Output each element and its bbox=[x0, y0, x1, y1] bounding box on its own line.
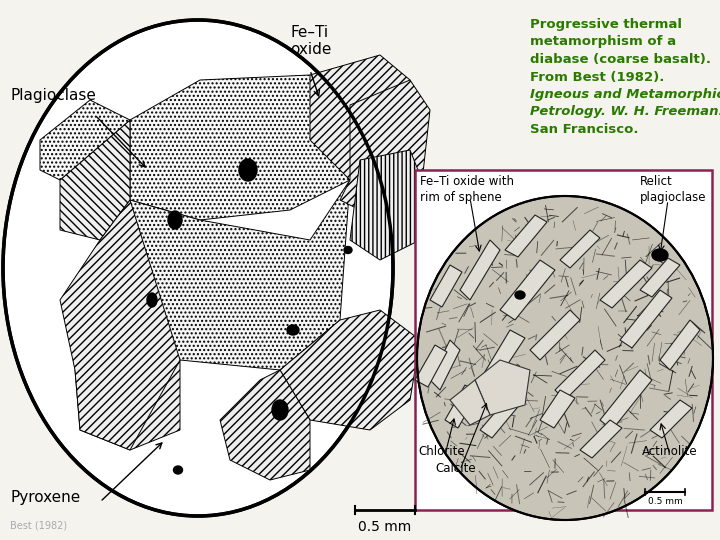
Polygon shape bbox=[640, 258, 680, 297]
Text: metamorphism of a: metamorphism of a bbox=[530, 36, 676, 49]
Ellipse shape bbox=[515, 291, 525, 299]
Polygon shape bbox=[280, 310, 420, 430]
Ellipse shape bbox=[287, 325, 299, 335]
Polygon shape bbox=[480, 330, 525, 388]
Polygon shape bbox=[500, 260, 555, 320]
Text: Igneous and Metamorphic: Igneous and Metamorphic bbox=[530, 88, 720, 101]
Polygon shape bbox=[555, 350, 605, 400]
Ellipse shape bbox=[652, 249, 668, 261]
Text: Chlorite: Chlorite bbox=[418, 445, 464, 458]
Polygon shape bbox=[620, 290, 672, 348]
Text: Calcite: Calcite bbox=[435, 462, 476, 475]
Text: From Best (1982).: From Best (1982). bbox=[530, 71, 665, 84]
Polygon shape bbox=[310, 55, 410, 180]
Ellipse shape bbox=[344, 246, 352, 253]
Polygon shape bbox=[430, 340, 460, 390]
Polygon shape bbox=[600, 260, 652, 308]
Polygon shape bbox=[450, 380, 490, 425]
Polygon shape bbox=[650, 400, 692, 438]
Text: San Francisco.: San Francisco. bbox=[530, 123, 639, 136]
Polygon shape bbox=[220, 370, 310, 480]
Polygon shape bbox=[110, 180, 350, 370]
Text: Progressive thermal: Progressive thermal bbox=[530, 18, 682, 31]
Polygon shape bbox=[130, 75, 360, 220]
Polygon shape bbox=[560, 230, 600, 268]
Bar bbox=[415, 170, 712, 510]
Polygon shape bbox=[40, 100, 130, 180]
Text: Relict
plagioclase: Relict plagioclase bbox=[640, 175, 706, 204]
Ellipse shape bbox=[272, 400, 288, 420]
Polygon shape bbox=[75, 310, 180, 450]
Polygon shape bbox=[60, 200, 180, 450]
Text: Fe–Ti oxide with
rim of sphene: Fe–Ti oxide with rim of sphene bbox=[420, 175, 514, 204]
Text: 0.5 mm: 0.5 mm bbox=[647, 497, 683, 506]
Polygon shape bbox=[460, 240, 500, 300]
Ellipse shape bbox=[174, 466, 182, 474]
Polygon shape bbox=[580, 420, 622, 458]
Text: diabase (coarse basalt).: diabase (coarse basalt). bbox=[530, 53, 711, 66]
Text: 0.5 mm: 0.5 mm bbox=[359, 520, 412, 534]
Polygon shape bbox=[445, 385, 478, 428]
Ellipse shape bbox=[239, 159, 257, 181]
Polygon shape bbox=[480, 395, 522, 438]
Text: Best (1982): Best (1982) bbox=[10, 520, 67, 530]
Polygon shape bbox=[505, 215, 547, 257]
Polygon shape bbox=[350, 150, 430, 260]
Text: Plagioclase: Plagioclase bbox=[10, 88, 96, 103]
Polygon shape bbox=[475, 360, 530, 415]
Text: Pyroxene: Pyroxene bbox=[10, 490, 80, 505]
Polygon shape bbox=[430, 265, 462, 307]
Text: Actinolite: Actinolite bbox=[642, 445, 698, 458]
Polygon shape bbox=[415, 345, 447, 387]
Polygon shape bbox=[340, 80, 430, 220]
Ellipse shape bbox=[3, 20, 393, 516]
Polygon shape bbox=[600, 370, 652, 430]
Polygon shape bbox=[530, 310, 580, 360]
Ellipse shape bbox=[168, 211, 182, 229]
Polygon shape bbox=[60, 120, 130, 240]
Text: Petrology. W. H. Freeman.: Petrology. W. H. Freeman. bbox=[530, 105, 720, 118]
Polygon shape bbox=[660, 320, 700, 370]
Ellipse shape bbox=[147, 293, 157, 307]
Text: Fe–Ti
oxide: Fe–Ti oxide bbox=[290, 25, 331, 57]
Ellipse shape bbox=[417, 196, 713, 520]
Polygon shape bbox=[540, 390, 575, 428]
